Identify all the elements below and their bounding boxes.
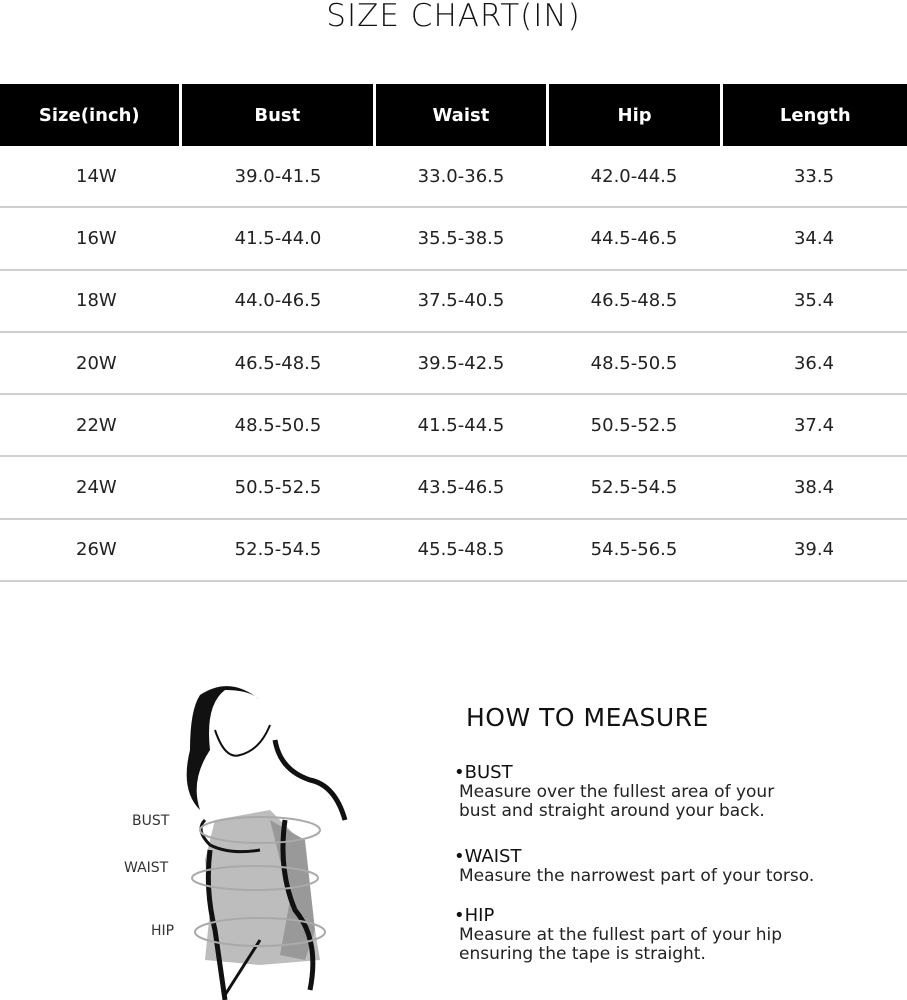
bust-heading: •BUST [454,762,513,783]
table-cell: 14W [76,165,117,187]
table-cell: 44.0-46.5 [234,290,322,312]
table-cell: 54.5-56.5 [590,539,678,561]
table-cell: 38.4 [793,477,835,499]
table-cell: 44.5-46.5 [590,227,678,249]
hip-description: Measure at the fullest part of your hip … [459,925,783,964]
table-cell: 50.5-52.5 [234,477,322,499]
table-cell: 41.5-44.5 [417,414,505,436]
bust-description: Measure over the fullest area of your bu… [459,782,775,821]
table-row: 20W 46.5-48.5 39.5-42.5 48.5-50.5 36.4 [0,333,907,396]
table-cell: 35.4 [793,290,835,312]
table-cell: 33.5 [793,165,835,187]
table-cell: 26W [76,539,117,561]
table-cell: 39.5-42.5 [417,352,505,374]
body-figure-illustration [186,686,348,1000]
hip-section: •HIP Measure at the fullest part of your… [454,905,784,964]
table-row: 24W 50.5-52.5 43.5-46.5 52.5-54.5 38.4 [0,457,907,520]
size-table: Size(inch) Bust Waist Hip Length 14W 39.0… [0,84,907,583]
waist-section: •WAIST Measure the narrowest part of you… [454,846,854,886]
table-cell: 50.5-52.5 [590,414,678,436]
table-cell: 22W [76,414,117,436]
bust-section: •BUST Measure over the fullest area of y… [454,762,814,821]
table-cell: 48.5-50.5 [234,414,322,436]
table-cell: 35.5-38.5 [417,227,505,249]
table-cell: 39.0-41.5 [234,165,322,187]
hip-label: HIP [151,923,175,939]
hip-heading: •HIP [454,905,495,926]
table-row: 18W 44.0-46.5 37.5-40.5 46.5-48.5 35.4 [0,271,907,333]
table-cell: 48.5-50.5 [590,352,678,374]
table-cell: 36.4 [793,352,835,374]
table-cell: 45.5-48.5 [417,539,505,561]
bust-label: BUST [132,813,170,829]
table-cell: 41.5-44.0 [234,227,322,249]
table-cell: 33.0-36.5 [417,165,505,187]
table-cell: 18W [76,290,117,312]
table-cell: 52.5-54.5 [590,477,678,499]
table-cell: 20W [76,352,117,374]
header-size: Size(inch) [0,84,179,146]
table-cell: 46.5-48.5 [234,352,322,374]
header-waist: Waist [376,84,546,146]
header-length: Length [723,84,907,146]
table-cell: 42.0-44.5 [590,165,678,187]
table-cell: 37.5-40.5 [417,290,505,312]
table-header: Size(inch) Bust Waist Hip Length [0,84,907,146]
waist-heading: •WAIST [454,846,522,867]
table-cell: 46.5-48.5 [590,290,678,312]
how-to-measure-title: HOW TO MEASURE [466,703,709,732]
page-title: SIZE CHART(IN) [326,0,581,34]
table-row: 22W 48.5-50.5 41.5-44.5 50.5-52.5 37.4 [0,395,907,458]
waist-label: WAIST [124,860,169,876]
table-row: 14W 39.0-41.5 33.0-36.5 42.0-44.5 33.5 [0,146,907,209]
table-row: 16W 41.5-44.0 35.5-38.5 44.5-46.5 34.4 [0,208,907,271]
table-cell: 43.5-46.5 [417,477,505,499]
waist-description: Measure the narrowest part of your torso… [459,866,815,886]
table-cell: 52.5-54.5 [234,539,322,561]
table-cell: 37.4 [793,414,835,436]
table-cell: 24W [76,477,117,499]
table-cell: 34.4 [793,227,835,249]
table-row: 26W 52.5-54.5 45.5-48.5 54.5-56.5 39.4 [0,520,907,583]
table-cell: 39.4 [793,539,835,561]
table-cell: 16W [76,227,117,249]
header-bust: Bust [181,84,374,146]
header-hip: Hip [548,84,721,146]
